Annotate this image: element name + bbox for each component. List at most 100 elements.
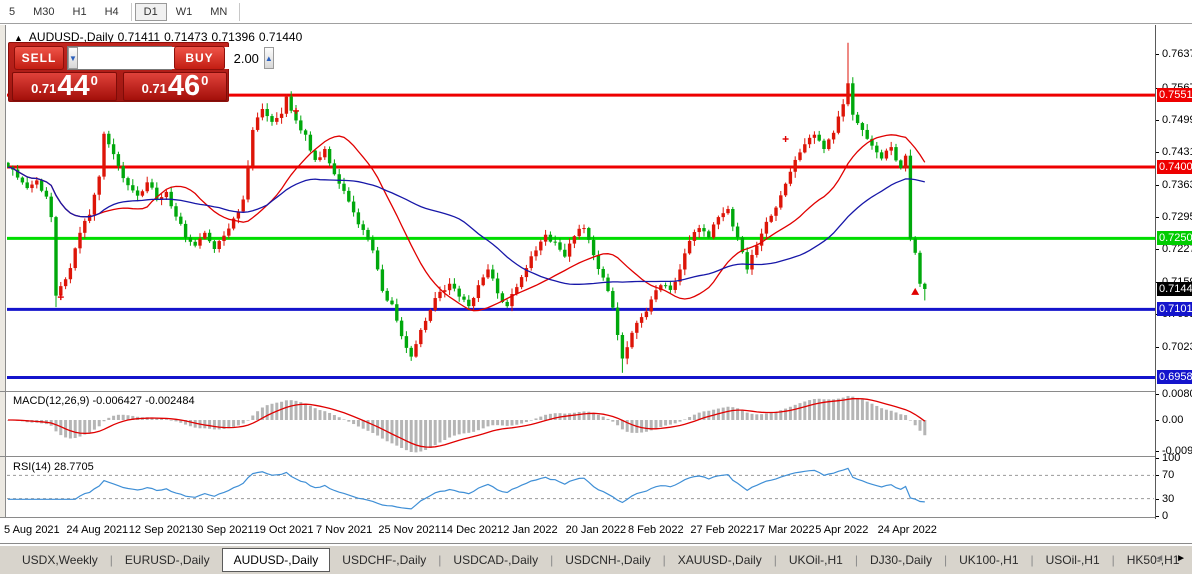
tab-usdchf-daily[interactable]: USDCHF-,Daily <box>342 553 427 567</box>
chart-tab-bar: USDX,Weekly | EURUSD-,Daily AUDUSD-,Daily US… <box>0 545 1192 574</box>
axis-tick-mark <box>1156 420 1159 421</box>
volume-decrease-button[interactable]: ▼ <box>68 47 78 69</box>
tab-separator: | <box>662 553 666 567</box>
rsi-axis-separator <box>0 517 1192 518</box>
tab-scroll-left-icon[interactable]: ◄ <box>1154 553 1165 564</box>
date-tick-label: 30 Sep 2021 <box>191 524 254 536</box>
chart-window[interactable] <box>0 25 1192 544</box>
collapse-triangle-icon[interactable]: ▲ <box>14 33 23 43</box>
chart-title: ▲ AUDUSD-,Daily 0.71411 0.71473 0.71396 0.714… <box>14 30 306 44</box>
tab-scroll-right-icon[interactable]: ► <box>1176 553 1186 564</box>
timeframe-button-5[interactable]: 5 <box>9 6 16 18</box>
axis-tick-mark <box>1156 87 1159 89</box>
axis-price-label: 0 <box>1162 510 1169 522</box>
axis-price-label: 0.72270 <box>1162 243 1192 256</box>
timeframe-toolbar: 5 M30 H1 H4 D1 W1 MN <box>0 0 1192 24</box>
price-level-badge: 0.71013 <box>1157 302 1192 317</box>
axis-price-label: 0.76370 <box>1162 48 1192 61</box>
chart-canvas[interactable] <box>0 0 1192 544</box>
window-bottom-border <box>0 543 1192 544</box>
toolbar-separator <box>239 2 241 21</box>
tab-usdx-weekly[interactable]: USDX,Weekly <box>22 553 98 567</box>
ohlc-high: 0.71473 <box>164 30 208 44</box>
axis-tick-mark <box>1156 516 1159 517</box>
axis-price-label: 0.70230 <box>1162 340 1192 353</box>
tab-dj30-daily[interactable]: DJ30-,Daily <box>869 553 932 567</box>
volume-input[interactable] <box>77 47 264 69</box>
rsi-label-row: RSI(14) 28.7705 <box>13 461 94 473</box>
tab-audusd-daily[interactable]: AUDUSD-,Daily <box>221 548 331 572</box>
timeframe-button-w1[interactable]: W1 <box>175 6 193 18</box>
date-tick-label: 12 Sep 2021 <box>128 524 192 536</box>
axis-tick-mark <box>1156 249 1159 251</box>
macd-rsi-separator[interactable] <box>0 456 1192 457</box>
tab-separator: | <box>550 553 554 567</box>
date-tick-label: 7 Nov 2021 <box>316 524 373 536</box>
tab-separator: | <box>1030 553 1034 567</box>
price-level-badge: 0.71440 <box>1157 282 1192 296</box>
date-tick-label: 24 Aug 2021 <box>66 524 129 536</box>
ohlc-close: 0.71440 <box>258 30 303 44</box>
date-tick-label: 2 Jan 2022 <box>503 524 558 536</box>
axis-price-label: -0.00928 <box>1162 444 1192 457</box>
buy-price-display[interactable]: 0.71 46 0 <box>123 72 227 101</box>
tab-ukoil-h1[interactable]: UKOil-,H1 <box>788 553 843 567</box>
one-click-trading-panel: SELL ▼ ▲ BUY 0.71 44 0 0.71 46 0 <box>8 42 274 102</box>
timeframe-button-d1[interactable]: D1 <box>134 3 167 21</box>
axis-price-label: 0.74310 <box>1162 146 1192 159</box>
tab-separator: | <box>854 553 858 567</box>
date-tick-label: 5 Apr 2022 <box>815 524 869 536</box>
timeframe-button-h1[interactable]: H1 <box>72 6 87 18</box>
date-tick-label: 25 Nov 2021 <box>378 524 441 536</box>
tab-hk50-h1[interactable]: HK50-,H1 <box>1126 553 1180 567</box>
volume-spinner: ▼ ▲ <box>67 46 274 70</box>
ohlc-low: 0.71396 <box>211 30 255 44</box>
axis-tick-mark <box>1156 119 1159 121</box>
price-level-badge: 0.75512 <box>1157 88 1192 103</box>
main-macd-separator[interactable] <box>0 391 1192 392</box>
date-tick-label: 17 Mar 2022 <box>752 524 815 536</box>
tab-xauusd-daily[interactable]: XAUUSD-,Daily <box>677 553 762 567</box>
axis-tick-mark <box>1156 450 1159 452</box>
date-tick-label: 8 Feb 2022 <box>628 524 684 536</box>
ohlc-open: 0.71411 <box>117 30 161 44</box>
timeframe-button-m30[interactable]: M30 <box>33 6 55 18</box>
axis-price-label: 70 <box>1162 469 1175 482</box>
axis-price-label: 30 <box>1162 492 1175 505</box>
macd-values: -0.006427 -0.002484 <box>92 395 195 407</box>
sell-button[interactable]: SELL <box>14 46 64 70</box>
axis-tick-mark <box>1156 54 1159 56</box>
axis-price-label: 0.72950 <box>1162 211 1192 224</box>
tab-separator: | <box>438 553 442 567</box>
rsi-name: RSI(14) <box>13 461 51 473</box>
tab-usoil-h1[interactable]: USOil-,H1 <box>1045 553 1100 567</box>
volume-increase-button[interactable]: ▲ <box>263 47 274 69</box>
timeframe-button-mn[interactable]: MN <box>210 6 228 18</box>
axis-price-label: 100 <box>1162 452 1181 464</box>
date-axis[interactable]: 5 Aug 2021 24 Aug 2021 12 Sep 2021 30 Sep 2… <box>0 518 1155 543</box>
axis-tick-mark <box>1156 394 1159 395</box>
sell-price-prefix: 0.71 <box>31 81 57 96</box>
axis-tick-mark <box>1156 498 1159 500</box>
date-tick-label: 20 Jan 2022 <box>565 524 627 536</box>
macd-label-row: MACD(12,26,9) -0.006427 -0.002484 <box>13 395 195 407</box>
timeframe-button-h4[interactable]: H4 <box>104 6 119 18</box>
tab-usdcad-daily[interactable]: USDCAD-,Daily <box>453 553 539 567</box>
buy-button[interactable]: BUY <box>174 46 225 70</box>
price-level-badge: 0.72504 <box>1157 231 1192 246</box>
toolbar-separator <box>130 2 132 21</box>
price-level-badge: 0.69582 <box>1157 370 1192 385</box>
buy-price-prefix: 0.71 <box>141 81 167 96</box>
date-tick-label: 5 Aug 2021 <box>4 524 60 536</box>
axis-price-label: 0.74990 <box>1162 113 1192 126</box>
tab-usdcnh-daily[interactable]: USDCNH-,Daily <box>565 553 651 567</box>
price-axis[interactable]: 0.763700.756700.749900.743100.736300.729… <box>1155 25 1192 522</box>
axis-tick-mark <box>1156 458 1159 459</box>
sell-price-display[interactable]: 0.71 44 0 <box>12 72 117 101</box>
buy-price-big: 46 <box>167 70 201 102</box>
tab-separator: | <box>1111 553 1115 567</box>
tab-uk100-h1[interactable]: UK100-,H1 <box>959 553 1019 567</box>
axis-tick-mark <box>1156 217 1159 219</box>
tab-eurusd-daily[interactable]: EURUSD-,Daily <box>124 553 210 567</box>
